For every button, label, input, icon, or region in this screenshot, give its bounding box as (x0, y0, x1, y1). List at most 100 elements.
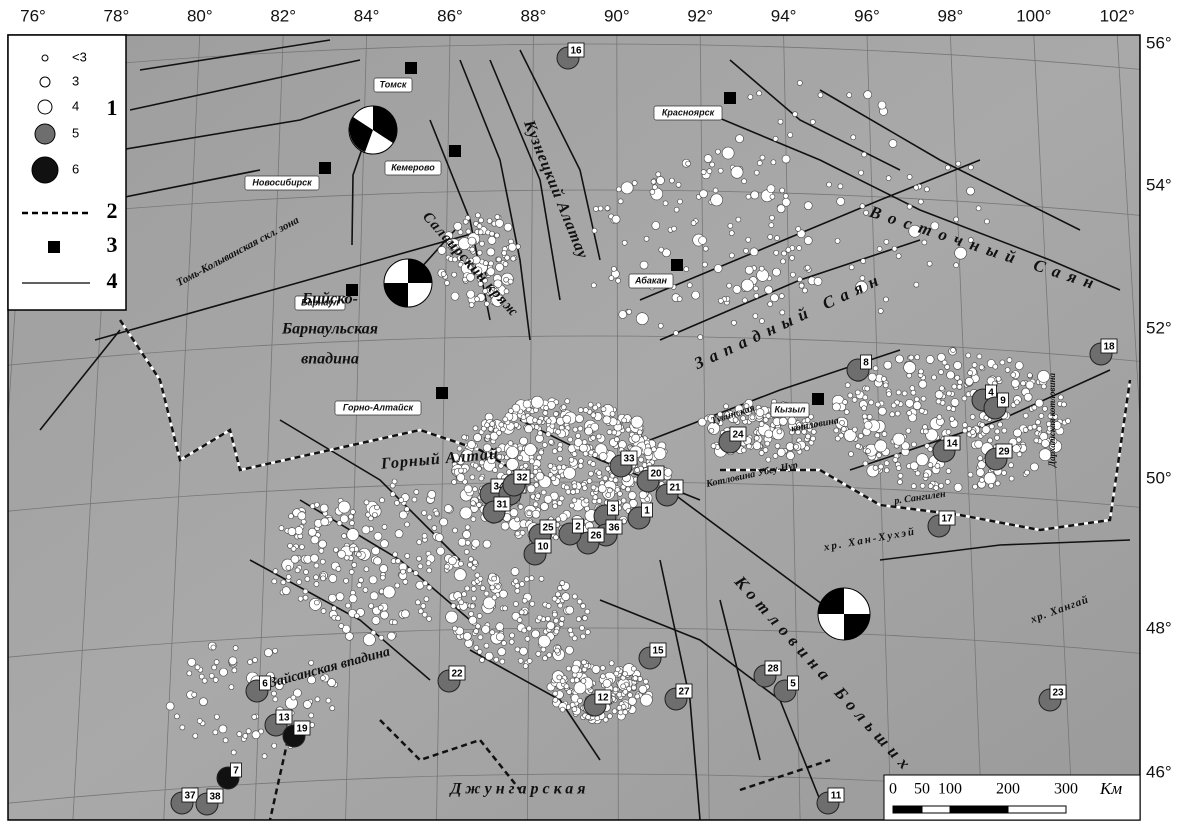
earthquake (617, 705, 622, 710)
earthquake (786, 247, 791, 252)
earthquake (503, 606, 508, 611)
earthquake (656, 176, 664, 184)
earthquake (401, 610, 409, 618)
event-label: 37 (184, 791, 196, 802)
earthquake (363, 634, 375, 646)
earthquake (527, 658, 532, 663)
city-marker (812, 393, 824, 405)
earthquake (736, 135, 744, 143)
earthquake (311, 536, 319, 544)
earthquake (415, 600, 420, 605)
scale-segment (1008, 806, 1066, 813)
earthquake (922, 240, 927, 245)
event-label: 19 (296, 724, 308, 735)
earthquake (522, 628, 527, 633)
earthquake (616, 278, 621, 283)
earthquake (233, 646, 238, 651)
earthquake (748, 94, 753, 99)
earthquake (955, 375, 960, 380)
earthquake (448, 557, 456, 565)
event-label: 1 (644, 506, 650, 517)
earthquake (896, 390, 901, 395)
earthquake (811, 436, 816, 441)
earthquake (252, 731, 260, 739)
earthquake (875, 440, 887, 452)
earthquake (303, 589, 308, 594)
earthquake (603, 679, 611, 687)
earthquake (521, 415, 526, 420)
earthquake (669, 178, 674, 183)
earthquake (493, 468, 498, 473)
earthquake (519, 647, 527, 655)
earthquake (464, 485, 472, 493)
earthquake (848, 393, 853, 398)
earthquake (298, 512, 306, 520)
earthquake (559, 496, 564, 501)
city-label: Кемерово (391, 162, 435, 172)
earthquake (849, 265, 854, 270)
earthquake (527, 485, 535, 493)
earthquake (947, 371, 955, 379)
earthquake (896, 254, 901, 259)
earthquake (597, 498, 602, 503)
earthquake (588, 402, 593, 407)
earthquake (303, 595, 308, 600)
earthquake (993, 364, 998, 369)
earthquake (565, 646, 573, 654)
earthquake (797, 277, 802, 282)
legend-size-label: 3 (72, 73, 79, 88)
city-marker (436, 387, 448, 399)
earthquake (935, 463, 940, 468)
earthquake (582, 440, 587, 445)
legend-item-number: 1 (107, 95, 118, 120)
earthquake (378, 605, 383, 610)
earthquake (973, 484, 978, 489)
earthquake (320, 504, 328, 512)
earthquake (460, 507, 472, 519)
earthquake (1030, 463, 1038, 471)
earthquake (919, 408, 924, 413)
earthquake (909, 355, 914, 360)
earthquake (640, 694, 652, 706)
earthquake (728, 223, 733, 228)
earthquake (797, 80, 802, 85)
earthquake (1023, 427, 1028, 432)
earthquake (916, 454, 928, 466)
earthquake (314, 582, 319, 587)
earthquake (583, 451, 588, 456)
earthquake (920, 483, 925, 488)
earthquake (864, 91, 872, 99)
earthquake (1002, 470, 1007, 475)
earthquake (754, 170, 759, 175)
region-label: Джунгарская (448, 781, 589, 798)
earthquake (864, 210, 869, 215)
earthquake (772, 268, 780, 276)
event-label: 14 (946, 439, 958, 450)
city-label: Красноярск (662, 107, 715, 117)
earthquake (452, 272, 457, 277)
earthquake (746, 237, 751, 242)
earthquake (509, 639, 514, 644)
earthquake (357, 583, 362, 588)
earthquake (601, 407, 606, 412)
earthquake (672, 226, 677, 231)
earthquake (522, 598, 527, 603)
earthquake (303, 700, 311, 708)
earthquake (928, 484, 933, 489)
earthquake (656, 172, 661, 177)
earthquake (399, 498, 404, 503)
earthquake (569, 503, 574, 508)
earthquake (884, 239, 889, 244)
earthquake (543, 410, 548, 415)
scale-bar: 050100200300Км (884, 775, 1140, 820)
event-label: 10 (537, 542, 549, 553)
longitude-label: 78° (104, 6, 130, 25)
earthquake (483, 540, 491, 548)
scale-label: 300 (1054, 781, 1078, 798)
earthquake (314, 600, 319, 605)
earthquake (272, 579, 277, 584)
earthquake (578, 463, 583, 468)
earthquake (691, 221, 696, 226)
earthquake (187, 671, 192, 676)
earthquake (632, 434, 640, 442)
